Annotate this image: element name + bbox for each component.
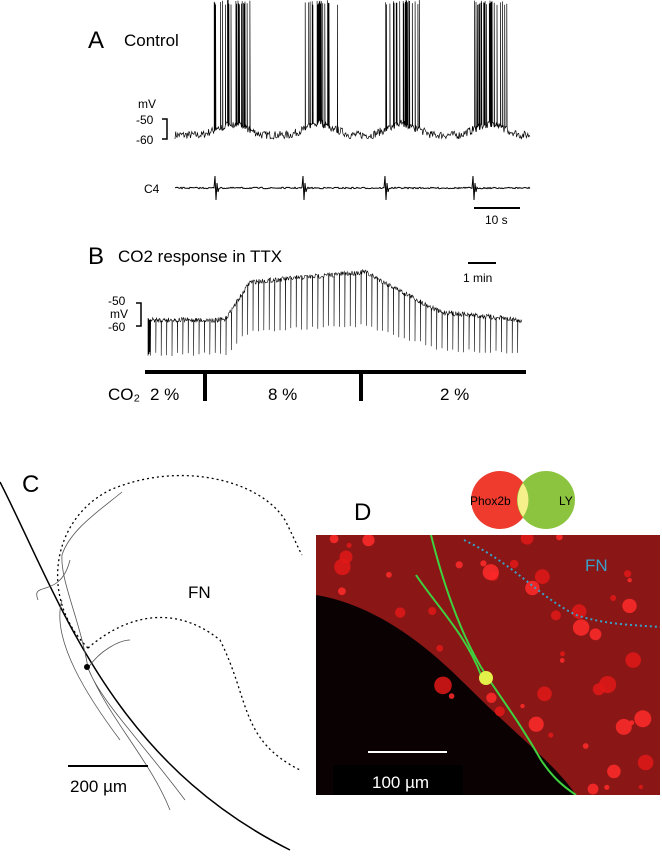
cells: [329, 535, 654, 795]
soma: [84, 664, 90, 670]
fn-border: [57, 474, 303, 771]
cell: [329, 535, 339, 544]
membrane-trace: [174, 0, 531, 140]
scale-label: 100 µm: [372, 773, 429, 792]
tick: -60: [108, 320, 126, 334]
panel-label: B: [88, 243, 104, 270]
co2-trace: [147, 268, 523, 357]
cell: [428, 607, 437, 615]
cell: [436, 644, 444, 652]
cell: [599, 676, 617, 694]
legend-entry: LY: [559, 494, 573, 508]
tick: -50: [136, 113, 154, 127]
cell: [572, 619, 590, 636]
dark-region: [316, 595, 576, 795]
scale-label: 10 s: [485, 213, 508, 227]
cell: [556, 535, 563, 541]
cell: [604, 784, 610, 790]
cell: [622, 598, 637, 614]
cell: [486, 692, 497, 703]
cell: [448, 693, 455, 699]
cell: [589, 628, 602, 641]
scale-label: 200 µm: [70, 777, 127, 796]
label-box: [333, 765, 463, 795]
cell: [434, 676, 452, 695]
neuron: [415, 535, 577, 795]
trace-label: C4: [144, 182, 160, 196]
cell: [582, 743, 589, 749]
legend-red: [471, 471, 529, 529]
bracket: [136, 302, 142, 327]
cell: [548, 732, 554, 738]
co2-level: 2 %: [440, 385, 469, 404]
soma: [479, 671, 493, 685]
cell: [338, 587, 346, 596]
c4-trace: [174, 175, 531, 201]
cell: [571, 604, 587, 619]
cell: [634, 710, 652, 728]
cell: [627, 578, 632, 583]
cell: [362, 535, 375, 547]
cell: [395, 607, 406, 618]
unit: mV: [110, 307, 128, 321]
tick: -50: [108, 294, 126, 308]
cell: [509, 559, 519, 569]
panel-title: Control: [124, 31, 179, 50]
bracket: [162, 118, 168, 140]
cell: [386, 571, 392, 578]
cell: [525, 580, 540, 596]
cell: [550, 610, 561, 621]
co2-label: CO₂: [108, 385, 140, 404]
neuron: [36, 491, 186, 811]
tick: -60: [136, 133, 154, 147]
traces: [147, 0, 531, 357]
panel-label: C: [22, 471, 39, 498]
legend-green: [517, 471, 575, 529]
panel-title: CO2 response in TTX: [118, 247, 282, 266]
cell: [624, 570, 632, 578]
cell: [587, 783, 599, 795]
cell: [534, 569, 550, 585]
cell: [625, 652, 641, 668]
region-label: FN: [188, 583, 211, 602]
cell: [537, 686, 552, 702]
panel-label: A: [88, 27, 104, 54]
cell: [607, 764, 621, 779]
cell: [494, 706, 505, 717]
micrograph: [316, 535, 660, 795]
cell: [615, 718, 632, 735]
co2-level: 8 %: [268, 385, 297, 404]
panel-label: D: [354, 499, 371, 526]
cell: [637, 754, 654, 771]
cell: [455, 561, 463, 569]
cell: [520, 535, 534, 545]
cell: [520, 703, 525, 709]
unit: mV: [138, 97, 156, 111]
region-label: FN: [585, 556, 608, 575]
legend-entry: Phox2b: [470, 494, 511, 508]
legend-overlap: [517, 483, 529, 517]
cell: [560, 651, 565, 657]
outline: [0, 481, 291, 851]
cell: [480, 560, 487, 567]
cell: [346, 542, 352, 548]
cell: [482, 564, 499, 581]
cell: [610, 595, 617, 601]
co2-level: 2 %: [150, 385, 179, 404]
cell: [339, 550, 353, 564]
scale-label: 1 min: [463, 271, 492, 285]
cell: [559, 658, 565, 663]
cell: [528, 716, 544, 732]
cell: [638, 784, 644, 790]
